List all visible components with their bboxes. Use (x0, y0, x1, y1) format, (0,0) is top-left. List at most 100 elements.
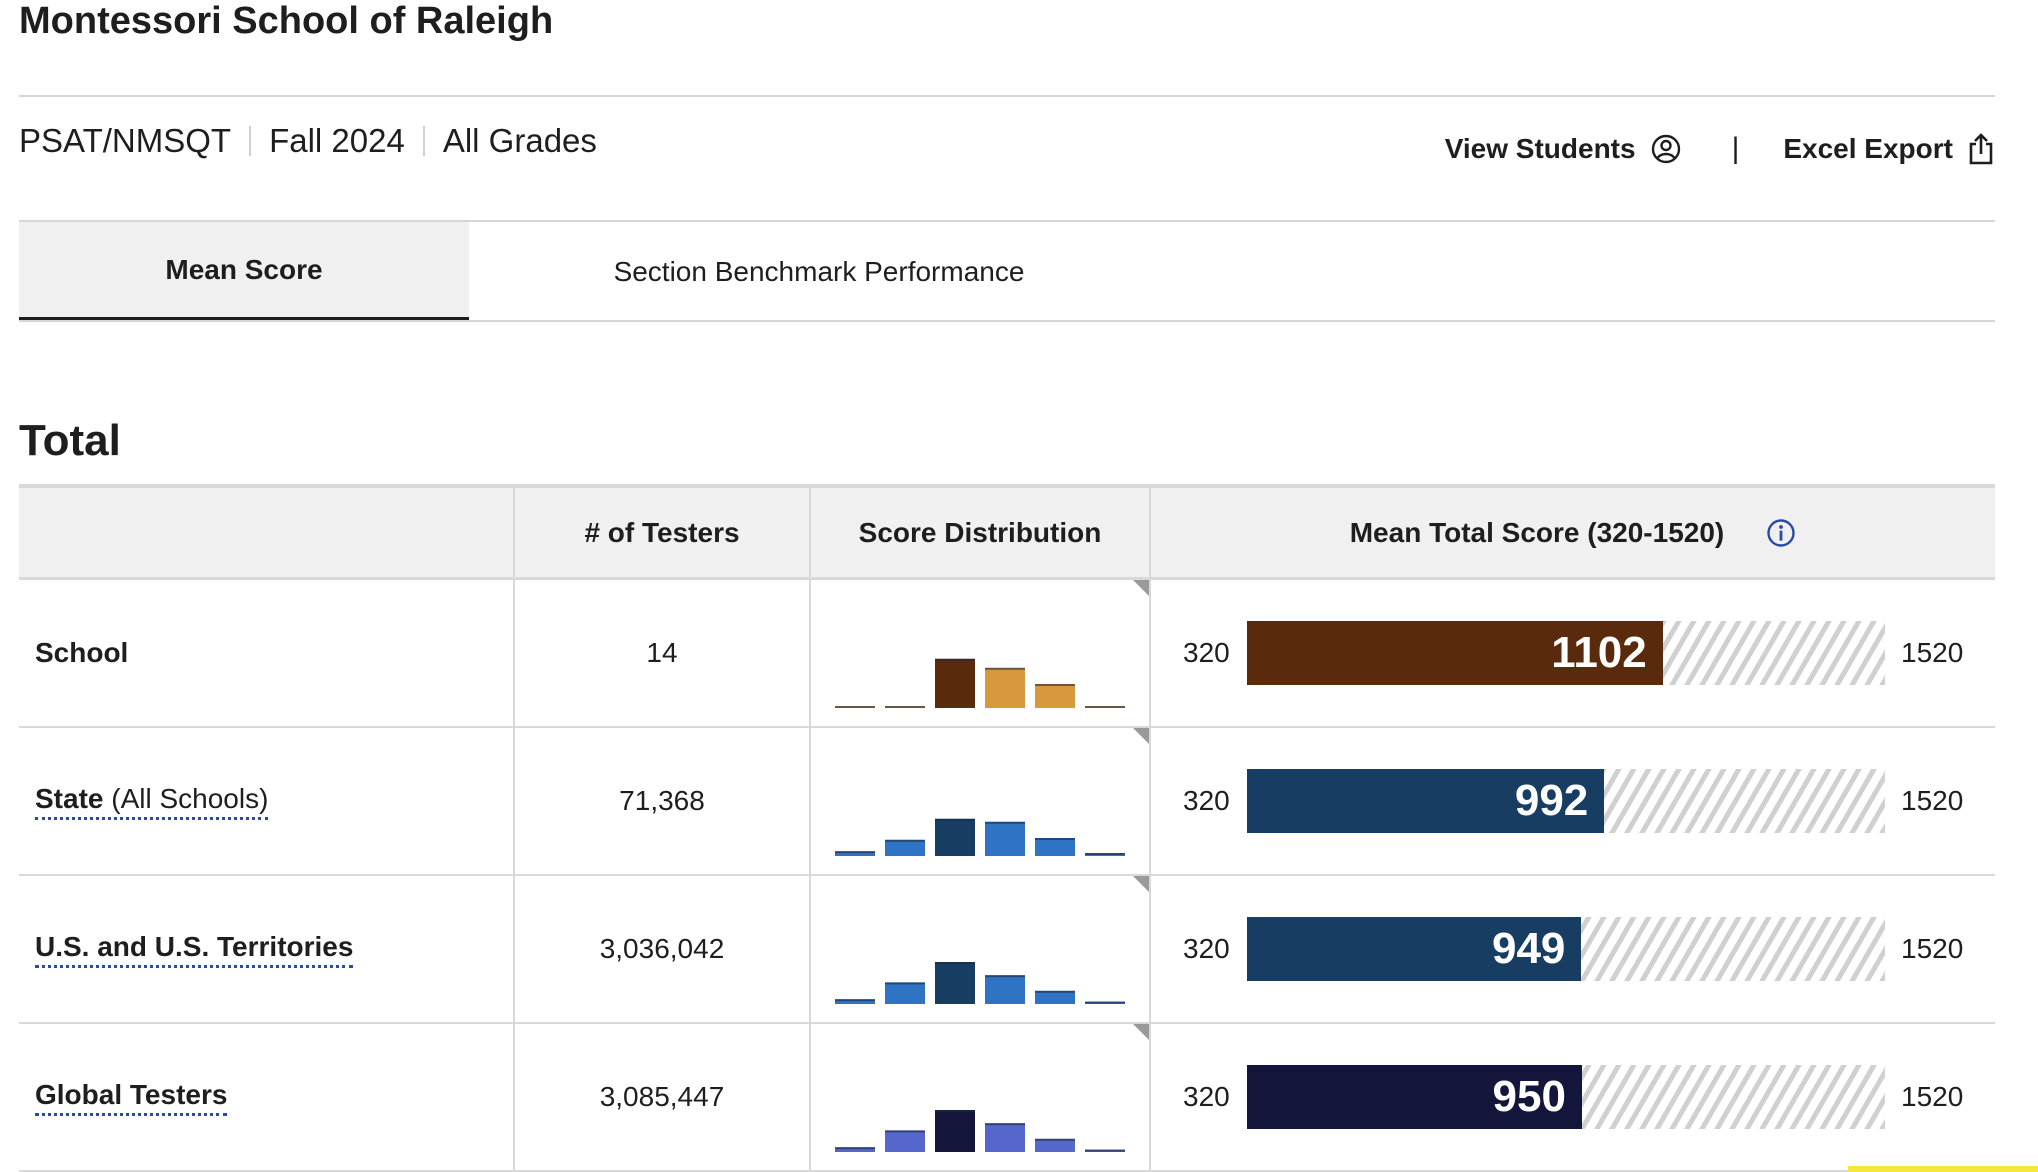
distribution-bar-cap (985, 667, 1025, 670)
row-group-cell: State (All Schools) (19, 728, 513, 874)
distribution-bar-cap (1035, 990, 1075, 993)
row-group-cell: School (19, 580, 513, 726)
row-label-link[interactable]: U.S. and U.S. Territories (35, 930, 354, 968)
row-group-cell: U.S. and U.S. Territories (19, 876, 513, 1022)
expand-corner-icon[interactable] (1133, 580, 1149, 596)
table-row: State (All Schools) 71,368 320 992 1520 (19, 728, 1995, 876)
school-name: Montessori School of Raleigh (19, 0, 554, 42)
divider (19, 320, 1995, 322)
score-value: 1102 (1551, 628, 1647, 677)
expand-corner-icon[interactable] (1133, 728, 1149, 744)
distribution-bar-cap (1085, 706, 1125, 708)
distribution-bar-cap (935, 1110, 975, 1112)
mean-score-cell: 320 949 1520 (1149, 876, 1995, 1022)
score-value: 950 (1492, 1072, 1566, 1121)
distribution-bar-cap (985, 821, 1025, 824)
row-label-link[interactable]: Global Testers (35, 1078, 228, 1116)
user-circle-icon (1651, 134, 1680, 164)
distribution-bar-cap (885, 1130, 925, 1133)
score-distribution-chart (835, 658, 1125, 708)
distribution-cell[interactable] (809, 1024, 1149, 1170)
distribution-bar (985, 821, 1025, 856)
distribution-bar-cap (1085, 853, 1125, 855)
decorative-accent (1848, 1166, 2038, 1172)
scale-max-label: 1520 (1901, 637, 1964, 668)
distribution-bar (885, 982, 925, 1004)
distribution-bar-cap (835, 999, 875, 1002)
info-icon[interactable] (1766, 518, 1796, 548)
testers-cell: 3,036,042 (513, 876, 809, 1022)
scale-min-label: 320 (1183, 933, 1230, 964)
distribution-bar-cap (1035, 1138, 1075, 1141)
scale-min-label: 320 (1183, 785, 1230, 816)
expand-corner-icon[interactable] (1133, 1024, 1149, 1040)
table-row: School 14 320 1102 1520 (19, 580, 1995, 728)
distribution-bar (835, 999, 875, 1004)
distribution-bar-cap (835, 706, 875, 708)
header-mean-total-label: Mean Total Score (320-1520) (1349, 516, 1725, 548)
filter-separator (422, 126, 425, 156)
table-row: U.S. and U.S. Territories 3,036,042 320 949… (19, 876, 1995, 1024)
mean-score-cell: 320 1102 1520 (1149, 580, 1995, 726)
distribution-bar-cap (885, 839, 925, 842)
mean-score-cell: 320 950 1520 (1149, 1024, 1995, 1170)
distribution-bar-cap (935, 962, 975, 964)
row-label-link[interactable]: State (All Schools) (35, 782, 269, 820)
distribution-bar-cap (835, 851, 875, 854)
score-distribution-chart (835, 962, 1125, 1004)
distribution-cell[interactable] (809, 728, 1149, 874)
score-value: 992 (1514, 776, 1589, 825)
tab-section-benchmark[interactable]: Section Benchmark Performance (613, 256, 1025, 287)
excel-export-label: Excel Export (1783, 133, 1953, 164)
distribution-bar-cap (985, 1123, 1025, 1126)
distribution-bar (985, 667, 1025, 708)
row-label: School (35, 637, 129, 668)
expand-corner-icon[interactable] (1133, 876, 1149, 892)
header-distribution: Score Distribution (809, 488, 1149, 577)
distribution-cell[interactable] (809, 580, 1149, 726)
distribution-bar-cap (985, 975, 1025, 978)
distribution-bar (1035, 990, 1075, 1004)
distribution-bar-cap (885, 982, 925, 985)
distribution-bar-cap (1035, 684, 1075, 686)
distribution-bar (1035, 1138, 1075, 1152)
score-distribution-chart (835, 818, 1125, 856)
view-students-button[interactable]: View Students (1445, 133, 1682, 165)
distribution-bar (935, 818, 975, 856)
score-value: 949 (1491, 924, 1566, 973)
actions-divider: | (1731, 132, 1740, 165)
scale-min-label: 320 (1183, 637, 1230, 668)
row-group-cell: Global Testers (19, 1024, 513, 1170)
scale-min-label: 320 (1183, 1081, 1230, 1112)
excel-export-button[interactable]: Excel Export (1783, 132, 1995, 166)
testers-cell: 71,368 (513, 728, 809, 874)
distribution-bar (985, 1123, 1025, 1152)
score-bar: 949 (1247, 917, 1582, 981)
distribution-bar (885, 839, 925, 856)
score-bar-track: 992 (1247, 769, 1885, 833)
score-bar: 992 (1247, 769, 1605, 833)
report-tabs: Mean Score Section Benchmark Performance (19, 222, 1995, 322)
distribution-bar (935, 1110, 975, 1152)
row-label: State (35, 782, 104, 814)
filter-test: PSAT/NMSQT (19, 122, 232, 159)
distribution-bar (1035, 838, 1075, 856)
score-bar: 1102 (1247, 621, 1663, 685)
report-filters: PSAT/NMSQT Fall 2024 All Grades (19, 122, 597, 160)
testers-cell: 14 (513, 580, 809, 726)
distribution-cell[interactable] (809, 876, 1149, 1022)
view-students-label: View Students (1444, 133, 1636, 164)
row-label-suffix: (All Schools) (103, 782, 269, 814)
distribution-bar (935, 658, 975, 708)
row-label: U.S. and U.S. Territories (35, 930, 354, 962)
score-bar: 950 (1247, 1065, 1582, 1129)
distribution-bar-cap (885, 706, 925, 708)
report-actions: View Students | Excel Export (1445, 132, 1995, 166)
distribution-bar-cap (935, 658, 975, 661)
table-header: # of Testers Score Distribution Mean Tot… (19, 484, 1995, 580)
section-title: Total (19, 416, 121, 465)
tab-mean-score[interactable]: Mean Score (19, 222, 469, 322)
distribution-bar (1035, 684, 1075, 708)
row-label: Global Testers (35, 1078, 228, 1110)
header-group (19, 488, 513, 577)
